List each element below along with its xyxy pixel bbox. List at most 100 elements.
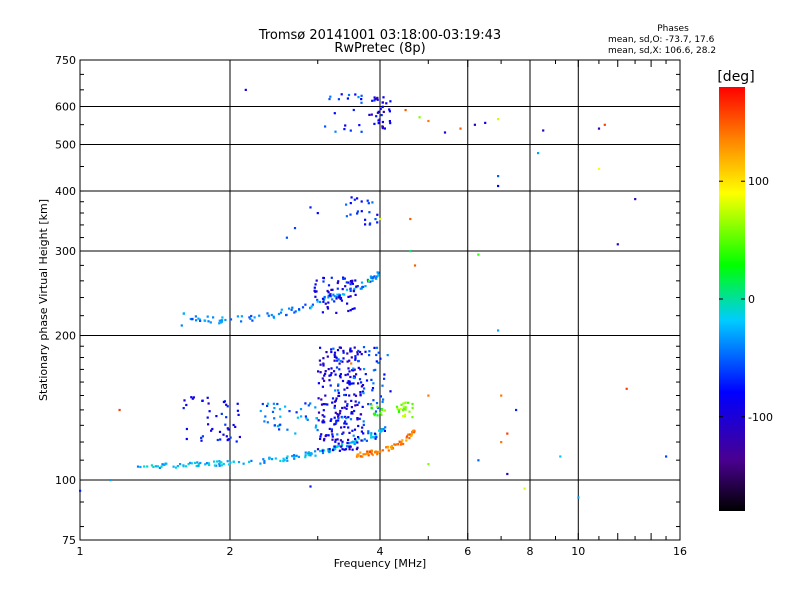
echo-point — [373, 122, 376, 125]
echo-point — [355, 448, 358, 451]
echo-point — [321, 385, 324, 388]
echo-point — [294, 310, 297, 313]
echo-point — [597, 167, 601, 170]
echo-point — [295, 411, 298, 414]
echo-point — [188, 461, 192, 464]
echo-point — [331, 449, 335, 452]
echo-point — [240, 315, 243, 318]
echo-point — [251, 319, 254, 322]
echo-point — [377, 122, 380, 125]
echo-point — [497, 184, 500, 188]
echo-point — [343, 388, 346, 391]
echo-point — [263, 461, 266, 464]
echo-point — [383, 127, 386, 130]
echo-point — [364, 453, 367, 456]
echo-point — [213, 460, 216, 463]
echo-point — [309, 453, 312, 456]
echo-point — [335, 311, 338, 314]
echo-point — [267, 314, 270, 317]
echo-point — [351, 448, 354, 451]
echo-point — [404, 401, 407, 404]
echo-point — [226, 439, 229, 442]
echo-point — [372, 399, 375, 402]
echo-point — [360, 210, 363, 213]
echo-point — [399, 440, 402, 444]
echo-point — [348, 445, 351, 448]
echo-point — [320, 398, 323, 401]
echo-point — [359, 393, 362, 396]
echo-point — [319, 435, 322, 438]
echo-point — [185, 465, 188, 468]
echo-point — [336, 359, 339, 362]
echo-point — [361, 405, 364, 408]
echo-point — [316, 429, 319, 432]
echo-point — [356, 351, 359, 354]
echo-point — [336, 287, 339, 290]
echo-point — [347, 416, 350, 419]
echo-point — [377, 119, 380, 122]
y-tick-label: 400 — [55, 185, 76, 198]
echo-point — [372, 412, 376, 415]
echo-point — [357, 366, 360, 369]
echo-point — [427, 119, 430, 123]
echo-point — [266, 404, 269, 407]
echo-point — [374, 218, 377, 221]
echo-point — [333, 359, 336, 362]
echo-point — [338, 394, 341, 397]
echo-point — [337, 98, 340, 101]
echo-point — [327, 301, 330, 304]
echo-point — [340, 445, 343, 448]
echo-point — [342, 277, 345, 280]
echo-point — [343, 293, 346, 296]
echo-point — [336, 433, 339, 436]
echo-point — [197, 317, 200, 320]
echo-point — [367, 202, 370, 205]
echo-point — [185, 437, 188, 441]
echo-point — [380, 413, 383, 416]
echo-point — [354, 400, 357, 403]
echo-point — [330, 428, 333, 431]
echo-point — [271, 410, 275, 413]
echo-point — [331, 438, 334, 441]
echo-point — [232, 460, 235, 464]
echo-point — [375, 450, 378, 453]
echo-point — [625, 387, 628, 390]
echo-point — [336, 438, 339, 441]
echo-point — [384, 426, 387, 429]
echo-point — [331, 288, 334, 291]
echo-point — [382, 96, 385, 99]
echo-point — [374, 437, 377, 440]
echo-point — [197, 463, 200, 466]
echo-point — [336, 445, 340, 448]
echo-point — [195, 319, 198, 322]
echo-point — [339, 439, 342, 442]
echo-point — [208, 463, 211, 467]
echo-point — [337, 383, 340, 386]
echo-point — [352, 367, 355, 370]
echo-point — [206, 396, 209, 399]
echo-point — [347, 281, 350, 284]
echo-point — [330, 295, 333, 298]
echo-point — [341, 379, 345, 383]
echo-point — [225, 416, 228, 419]
echo-point — [321, 311, 324, 314]
echo-point — [332, 347, 335, 350]
echo-point — [381, 125, 384, 128]
echo-point — [317, 397, 320, 400]
echo-point — [367, 403, 370, 406]
echo-point — [354, 357, 357, 360]
echo-point — [345, 203, 348, 206]
echo-point — [160, 465, 163, 468]
echo-point — [597, 127, 601, 130]
echo-point — [390, 447, 393, 450]
echo-point — [385, 446, 388, 449]
echo-point — [367, 432, 370, 435]
echo-point — [279, 459, 282, 462]
echo-point — [336, 293, 339, 296]
echo-point — [244, 88, 247, 91]
echo-point — [356, 418, 359, 421]
echo-point — [226, 405, 229, 408]
echo-point — [354, 293, 357, 296]
echo-point — [327, 449, 330, 452]
